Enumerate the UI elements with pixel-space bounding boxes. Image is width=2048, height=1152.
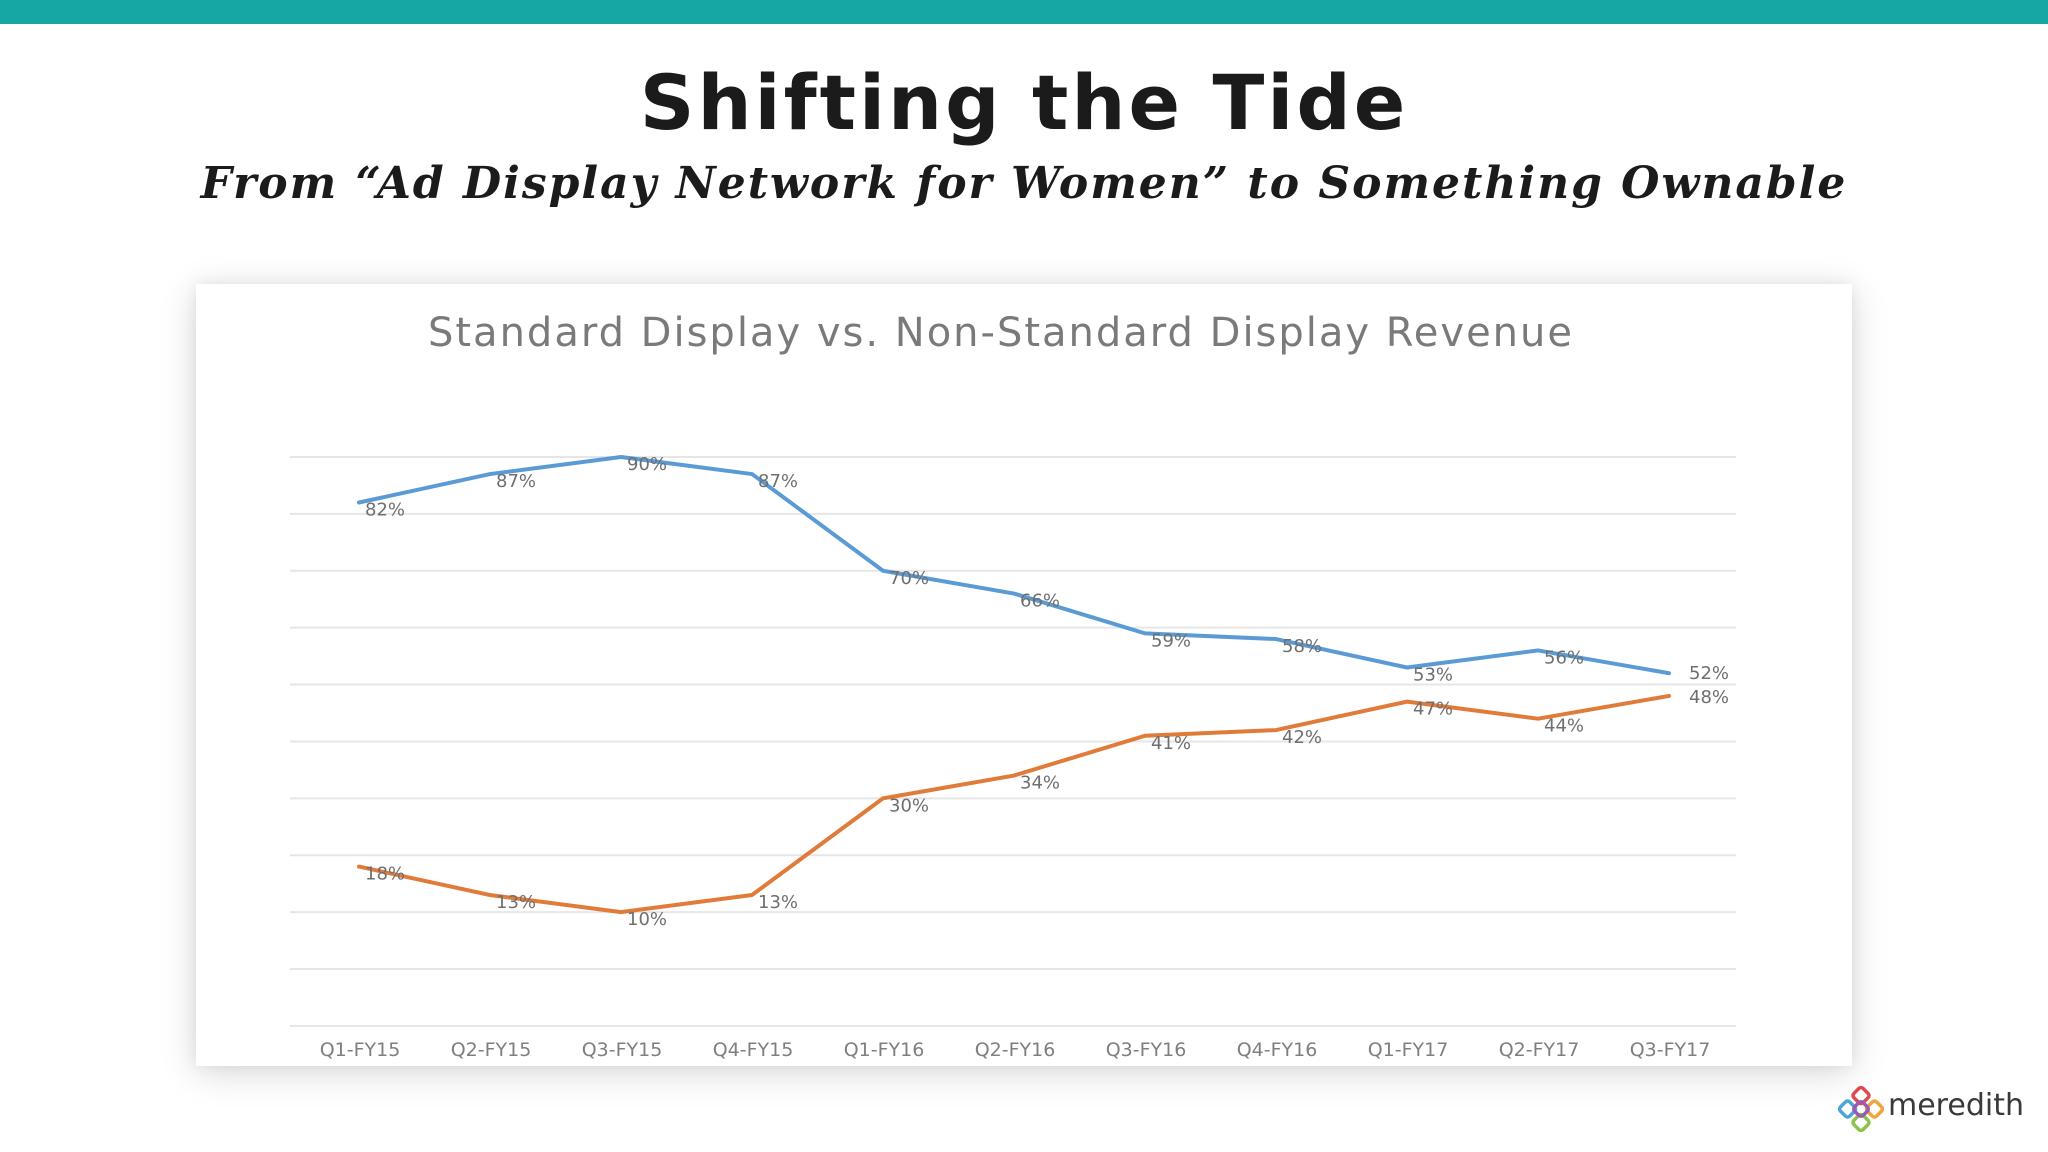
x-tick-label: Q2-FY15 (451, 1039, 532, 1061)
meredith-logo-icon (1837, 1085, 1885, 1133)
x-tick-label: Q3-FY15 (582, 1039, 663, 1061)
data-label: 53% (1413, 664, 1453, 685)
chart-card (196, 284, 1852, 1066)
series-line-1 (357, 455, 1671, 676)
data-label: 70% (889, 568, 929, 589)
data-labels: 82% 87% 90% 87% 70% 66% 59% 58% 53% 56% 52% 18% 13% 1… (365, 454, 1729, 930)
data-label: 44% (1544, 716, 1584, 737)
data-label: 47% (1413, 699, 1453, 720)
data-label: 59% (1151, 630, 1191, 651)
x-tick-label: Q1-FY16 (844, 1039, 925, 1061)
data-label: 90% (627, 454, 667, 475)
data-label: 34% (1020, 773, 1060, 794)
line-chart: Standard Display vs. Non-Standard Displa… (290, 310, 1736, 1061)
gridlines (290, 456, 1736, 1027)
data-label: 42% (1282, 727, 1322, 748)
x-tick-label: Q3-FY16 (1106, 1039, 1187, 1061)
data-label: 66% (1020, 591, 1060, 612)
logo-text: meredith (1888, 1088, 2024, 1123)
data-label: 41% (1151, 733, 1191, 754)
meredith-logo: meredith (1837, 1085, 2028, 1133)
x-tick-label: Q4-FY15 (713, 1039, 794, 1061)
series-line-2 (357, 693, 1671, 915)
data-label: 87% (758, 471, 798, 492)
data-label: 18% (365, 864, 405, 885)
x-tick-label: Q2-FY17 (1499, 1039, 1580, 1061)
data-label: 30% (889, 795, 929, 816)
x-tick-label: Q3-FY17 (1630, 1039, 1711, 1061)
slide-title: Shifting the Tide (639, 58, 1409, 147)
x-tick-label: Q2-FY16 (975, 1039, 1056, 1061)
data-label: 56% (1544, 647, 1584, 668)
data-label: 13% (758, 892, 798, 913)
data-label: 13% (496, 892, 536, 913)
data-label: 87% (496, 471, 536, 492)
top-accent-bar (0, 0, 2048, 24)
x-tick-label: Q4-FY16 (1237, 1039, 1318, 1061)
data-label: 82% (365, 500, 405, 521)
data-label: 52% (1689, 663, 1729, 684)
slide-subtitle: From “Ad Display Network for Women” to S… (200, 158, 1848, 209)
x-tick-label: Q1-FY17 (1368, 1039, 1449, 1061)
data-label: 10% (627, 909, 667, 930)
x-axis-ticks: Q1-FY15 Q2-FY15 Q3-FY15 Q4-FY15 Q1-FY16 Q2-FY… (320, 1039, 1711, 1061)
chart-title: Standard Display vs. Non-Standard Displa… (428, 310, 1574, 356)
data-label: 48% (1689, 687, 1729, 708)
x-tick-label: Q1-FY15 (320, 1039, 401, 1061)
data-label: 58% (1282, 636, 1322, 657)
series-layer (357, 455, 1671, 915)
